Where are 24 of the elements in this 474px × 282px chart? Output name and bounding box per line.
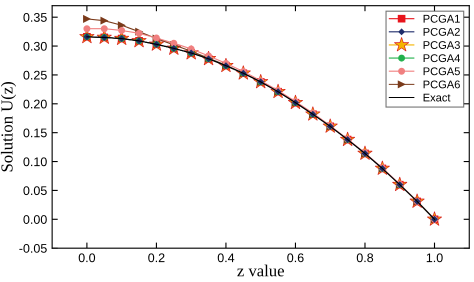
y-tick-label: 0.30 [23, 42, 47, 51]
y-axis-title: Solution U(z) [0, 82, 16, 172]
x-tick-label: 0.6 [287, 253, 304, 262]
x-tick-label: 0.2 [148, 253, 164, 262]
legend-label: Exact [424, 94, 450, 102]
x-axis-title: z value [237, 264, 284, 276]
x-tick-label: 0.4 [218, 253, 234, 262]
y-tick-label: 0.00 [23, 215, 47, 224]
x-tick-label: 0.0 [78, 253, 96, 262]
y-tick-label: 0.25 [23, 70, 47, 80]
legend-label: PCGA4 [424, 54, 460, 62]
y-tick-label: 0.15 [23, 128, 47, 138]
legend-label: PCGA6 [424, 80, 460, 88]
x-tick-label: 1.0 [426, 253, 443, 262]
y-tick-label: -0.05 [19, 244, 47, 253]
y-tick-label: 0.35 [23, 12, 47, 22]
legend-label: PCGA3 [424, 41, 460, 49]
y-tick-label: 0.05 [23, 186, 47, 196]
x-tick-label: 0.8 [356, 253, 374, 262]
legend-label: PCGA5 [424, 67, 460, 76]
y-tick-label: 0.10 [23, 157, 47, 166]
legend-label: PCGA2 [424, 28, 460, 36]
legend-label: PCGA1 [424, 14, 460, 23]
y-tick-label: 0.20 [23, 100, 47, 108]
